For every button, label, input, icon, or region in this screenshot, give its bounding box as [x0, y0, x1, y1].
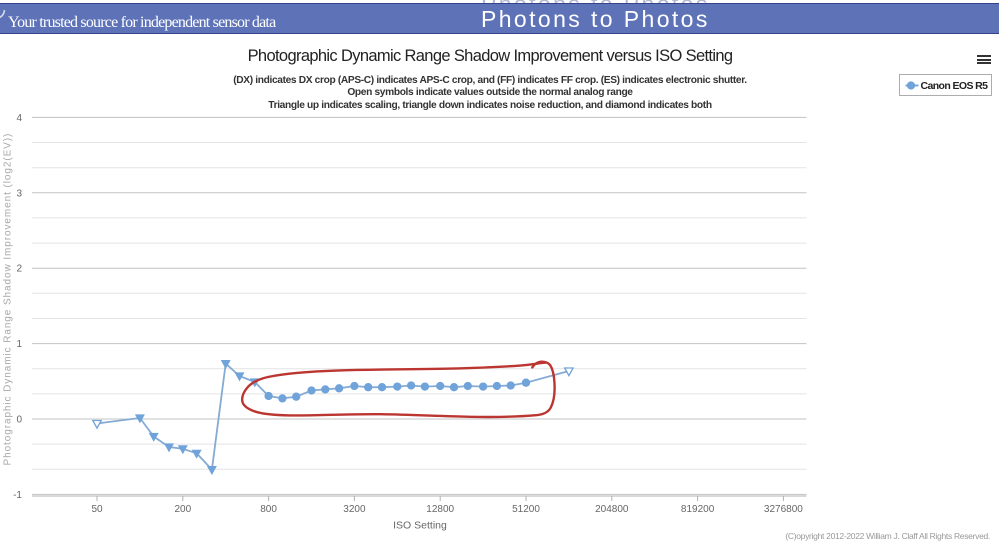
svg-text:204800: 204800	[595, 504, 629, 515]
svg-text:3276800: 3276800	[764, 504, 803, 515]
svg-text:50: 50	[91, 504, 103, 515]
svg-text:819200: 819200	[681, 504, 715, 515]
svg-text:2: 2	[16, 264, 22, 275]
svg-text:800: 800	[260, 504, 277, 515]
svg-text:4: 4	[16, 113, 22, 124]
svg-text:-1: -1	[13, 490, 22, 501]
svg-text:3: 3	[16, 188, 22, 199]
svg-text:51200: 51200	[512, 504, 540, 515]
svg-text:200: 200	[174, 504, 191, 515]
svg-text:3200: 3200	[343, 504, 366, 515]
svg-text:ISO Setting: ISO Setting	[393, 520, 447, 532]
svg-text:0: 0	[16, 415, 22, 426]
svg-text:12800: 12800	[426, 504, 454, 515]
svg-text:1: 1	[16, 339, 22, 350]
